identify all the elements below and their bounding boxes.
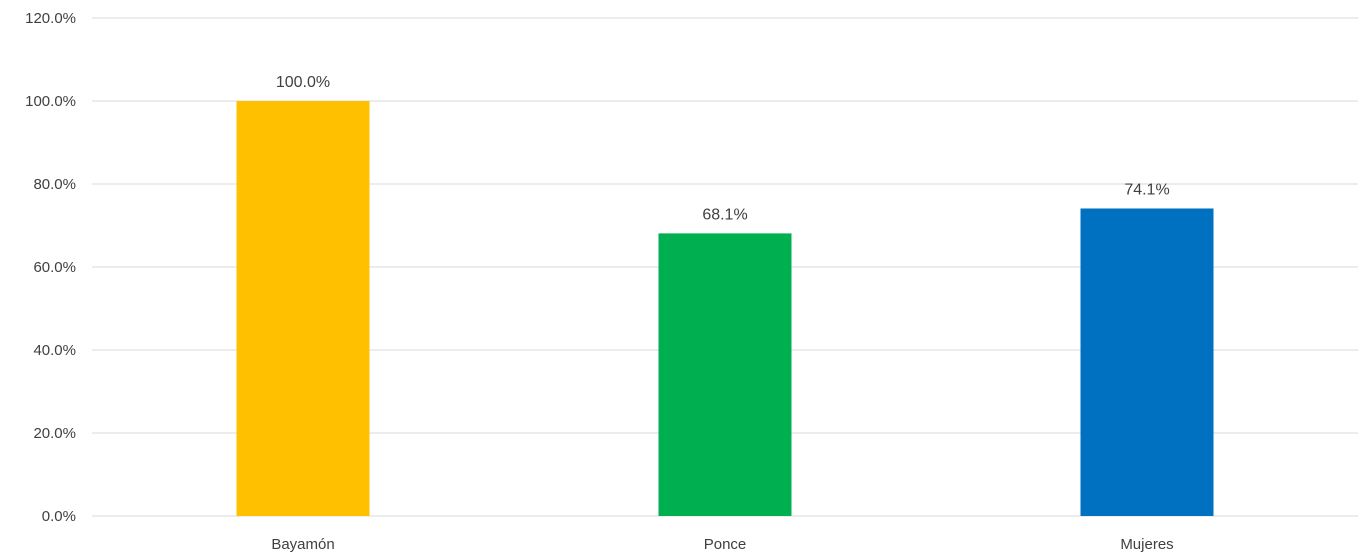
y-tick-label: 100.0%: [25, 93, 76, 110]
category-label: Ponce: [704, 536, 747, 553]
category-label: Mujeres: [1120, 536, 1173, 553]
y-tick-label: 20.0%: [33, 425, 76, 442]
bar: [658, 233, 792, 516]
bar: [236, 101, 370, 516]
bars: [236, 101, 1214, 517]
category-label: Bayamón: [271, 536, 334, 553]
y-tick-label: 80.0%: [33, 176, 76, 193]
data-label: 74.1%: [1124, 181, 1169, 198]
y-tick-label: 0.0%: [42, 508, 76, 525]
data-label: 100.0%: [276, 74, 330, 91]
y-axis-tick-labels: 0.0% 20.0% 40.0% 60.0% 80.0% 100.0% 120.0%: [25, 10, 76, 525]
bar: [1080, 208, 1214, 517]
data-labels: 100.0% 68.1% 74.1%: [276, 74, 1170, 223]
data-label: 68.1%: [702, 206, 747, 223]
y-tick-label: 120.0%: [25, 10, 76, 27]
x-axis-category-labels: Bayamón Ponce Mujeres: [271, 536, 1173, 553]
y-tick-label: 40.0%: [33, 342, 76, 359]
y-tick-label: 60.0%: [33, 259, 76, 276]
